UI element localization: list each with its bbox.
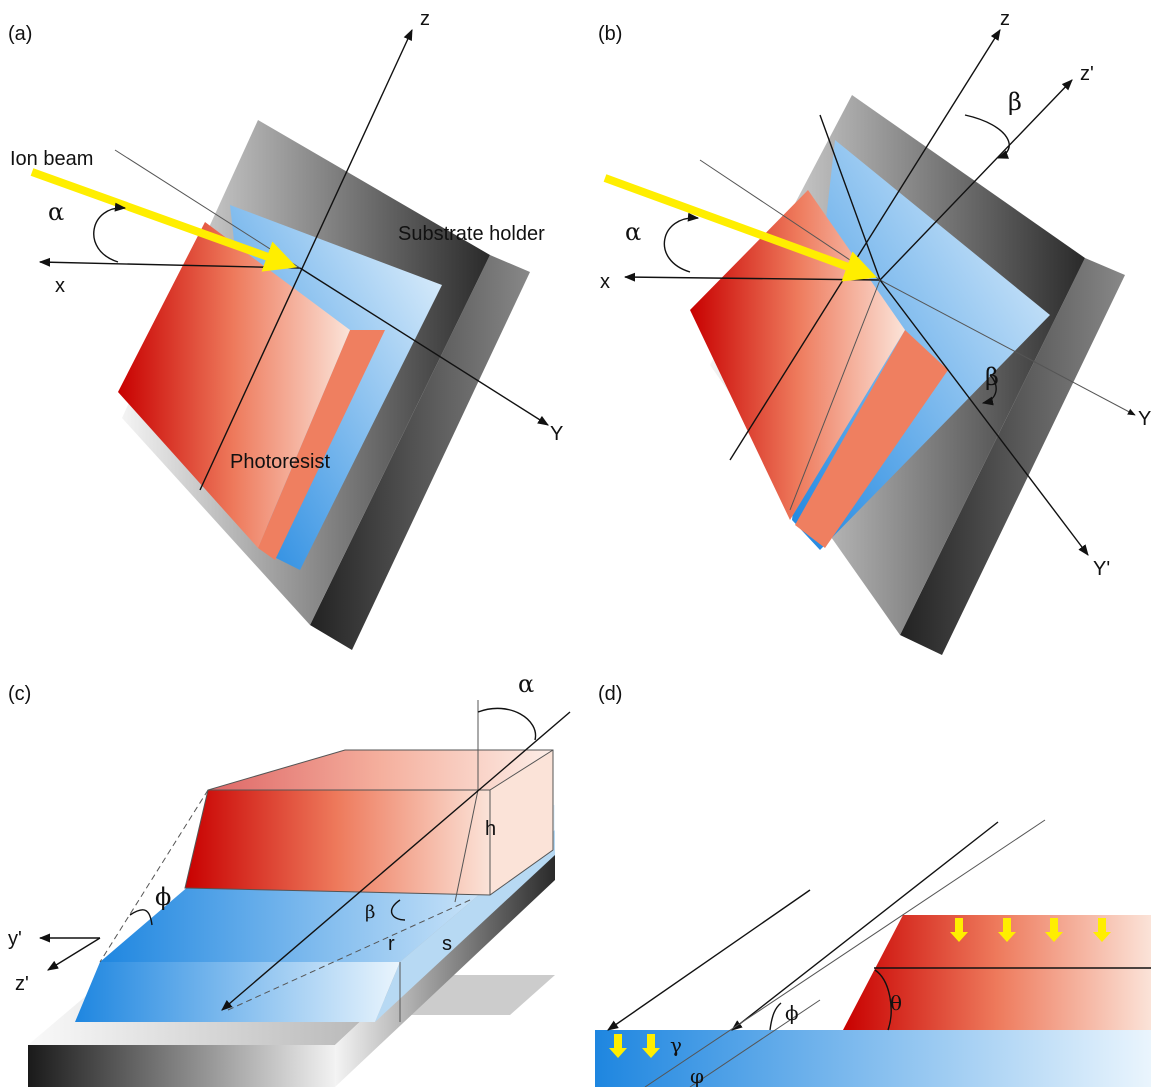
label-alpha: α [518, 670, 534, 698]
label-phi: ϕ [155, 883, 171, 911]
label-ion-beam: Ion beam [10, 148, 93, 170]
label-y-prime: y' [8, 928, 22, 950]
alpha-arc [94, 208, 125, 262]
panel-d: (d) ϕ θ γ φ [595, 683, 1151, 1087]
label-s: s [442, 933, 452, 955]
label-varphi: φ [690, 1064, 704, 1087]
panel-label: (c) [8, 683, 31, 705]
block-front [185, 790, 490, 895]
beam-line [608, 890, 810, 1030]
label-phi: ϕ [785, 1001, 799, 1025]
label-photoresist: Photoresist [230, 451, 330, 473]
panel-label: (d) [598, 683, 622, 705]
label-y: Y [550, 423, 563, 445]
base-front [28, 1045, 335, 1087]
alpha-arc [664, 218, 698, 272]
phi-arc [770, 1003, 781, 1030]
label-h: h [485, 818, 496, 840]
label-r: r [388, 933, 395, 955]
label-z-prime: z' [15, 973, 29, 995]
blue-front [75, 962, 400, 1022]
label-x: x [600, 271, 610, 293]
label-alpha: α [625, 218, 641, 246]
panel-b: (b) z z' β α x β Y Y' [598, 8, 1151, 655]
label-z: z [420, 8, 430, 30]
label-y-prime: Y' [1093, 558, 1110, 580]
panel-a: (a) z Ion beam α x Substrate holder Y Ph… [8, 8, 563, 650]
label-x: x [55, 275, 65, 297]
label-z: z [1000, 8, 1010, 30]
axis-z-prime [48, 938, 100, 970]
alpha-arc [478, 708, 536, 740]
label-gamma: γ [670, 1033, 682, 1057]
panel-c: (c) α h ϕ y' z' β r s [8, 670, 570, 1087]
label-beta: β [1008, 88, 1022, 116]
label-beta: β [365, 902, 375, 923]
label-z-prime: z' [1080, 63, 1094, 85]
figure: (a) z Ion beam α x Substrate holder Y Ph… [0, 0, 1151, 1087]
label-alpha: α [48, 198, 64, 226]
label-theta: θ [890, 991, 902, 1015]
label-y: Y [1138, 408, 1151, 430]
panel-label: (a) [8, 23, 32, 45]
panel-label: (b) [598, 23, 622, 45]
label-beta: β [985, 363, 999, 391]
label-substrate-holder: Substrate holder [398, 223, 545, 245]
